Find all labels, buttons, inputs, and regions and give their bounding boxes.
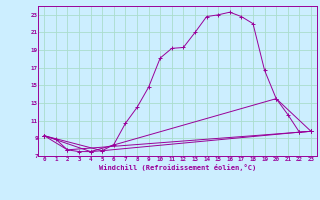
- X-axis label: Windchill (Refroidissement éolien,°C): Windchill (Refroidissement éolien,°C): [99, 164, 256, 171]
